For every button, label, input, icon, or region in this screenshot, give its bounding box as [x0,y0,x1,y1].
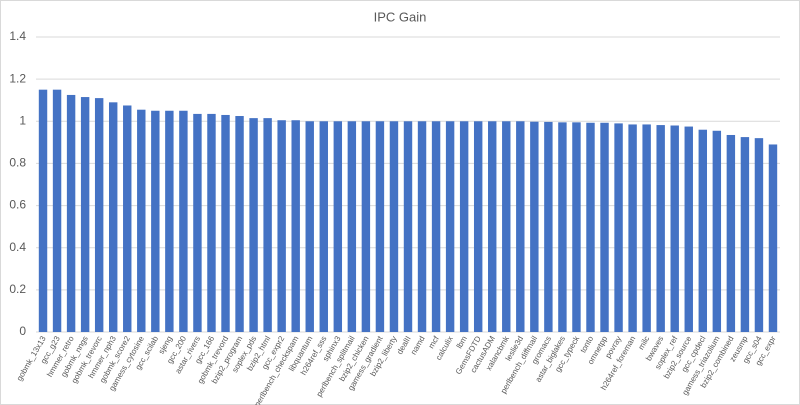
bar [670,125,679,332]
bar [600,122,609,332]
bar [305,121,314,333]
bar [375,121,385,333]
bar [94,98,104,332]
bar [459,121,469,333]
bar [123,105,132,332]
bar [445,121,455,333]
y-tick-label: 0.6 [9,198,26,212]
bar [221,114,230,332]
bar [66,94,76,332]
bar [249,118,258,332]
bar [726,134,736,332]
bar [108,102,118,332]
bar [347,121,357,333]
bar [193,113,202,333]
y-tick-label: 0.2 [9,282,26,296]
bar [151,110,160,332]
bar [656,125,665,332]
y-tick-label: 1 [19,113,26,127]
bar [389,121,399,333]
bar [319,121,328,333]
bar [361,121,371,333]
bar [403,121,413,333]
bar [52,89,62,332]
y-tick-label: 0 [19,324,26,338]
bar [502,121,511,333]
bar [473,121,483,333]
bar [698,129,708,332]
bar [235,116,244,333]
bar [165,110,174,332]
bar [38,89,48,332]
bar [712,130,722,332]
bar [137,109,146,332]
bar [572,122,581,332]
bar [277,120,286,332]
bar [768,144,778,332]
bar [333,121,343,333]
bar [586,122,595,332]
bar [754,138,764,332]
bar [544,121,553,333]
bar [291,120,300,332]
bar [207,113,216,333]
bar [628,124,637,332]
bar [530,121,539,332]
bar [488,121,497,333]
bar [431,121,441,333]
bar [263,118,272,332]
bar [614,123,623,333]
bar [642,124,651,332]
bar [179,110,188,332]
y-tick-label: 0.4 [9,240,26,254]
bar [740,137,750,332]
bar [80,97,90,332]
bar [684,126,693,332]
chart-title: IPC Gain [374,9,427,24]
bar [417,121,427,333]
bar [516,121,525,333]
y-tick-label: 1.4 [9,29,26,43]
y-tick-label: 1.2 [9,71,26,85]
bar [558,122,567,332]
y-tick-label: 0.8 [9,156,26,170]
